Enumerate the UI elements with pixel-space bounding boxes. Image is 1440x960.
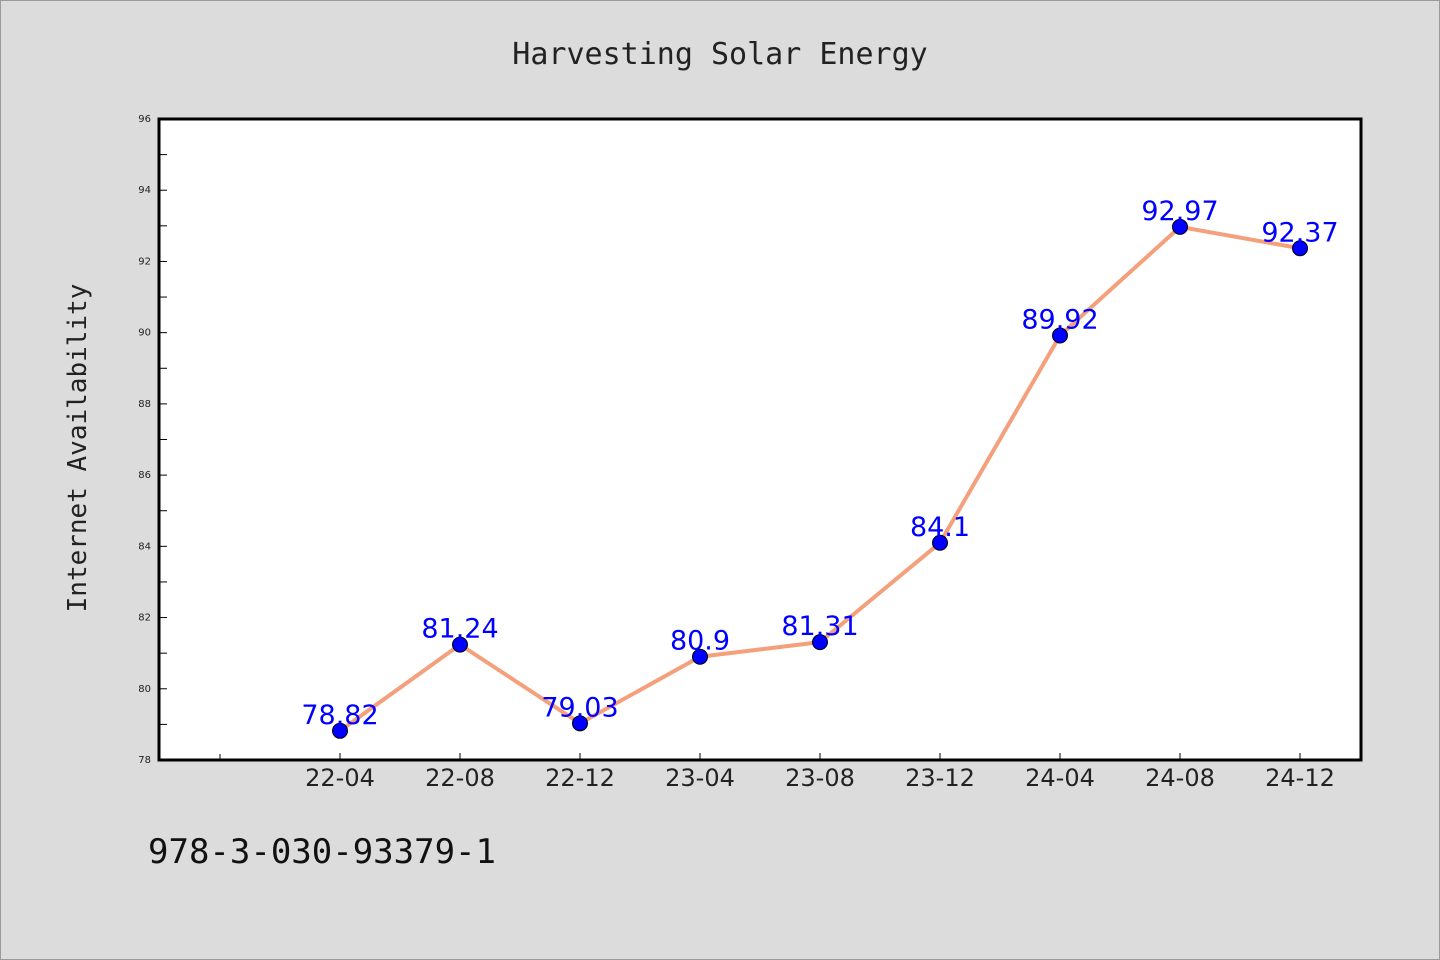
y-tick-label: 90	[138, 328, 151, 339]
data-label: 78.82	[301, 700, 378, 731]
y-tick-label: 92	[138, 256, 151, 267]
y-tick-label: 96	[138, 114, 151, 125]
y-tick-label: 94	[138, 185, 151, 196]
y-axis-label: Internet Availability	[63, 284, 93, 613]
data-point	[1052, 327, 1068, 344]
data-point	[692, 648, 708, 665]
x-tick-label: 24-12	[1265, 764, 1335, 792]
isbn-code: 978-3-030-93379-1	[148, 832, 496, 872]
y-tick-label: 86	[138, 470, 151, 481]
x-axis-ticks: 22-04 22-08 22-12 23-04 23-08 23-12 24-04 24-08…	[219, 753, 1335, 792]
x-tick-label: 22-04	[305, 764, 375, 792]
x-tick-label: 23-04	[665, 764, 735, 792]
data-point	[1292, 240, 1308, 257]
data-point	[932, 534, 948, 551]
data-label: 81.31	[781, 611, 858, 642]
plot-area	[157, 117, 1363, 762]
y-tick-label: 82	[138, 613, 151, 624]
data-point	[572, 715, 588, 732]
data-point	[812, 634, 828, 651]
data-label: 84.1	[910, 512, 970, 543]
data-label: 89.92	[1021, 305, 1098, 336]
x-tick-label: 24-08	[1145, 764, 1215, 792]
data-point	[452, 636, 468, 653]
y-axis-ticks: 78 80 82 84 86 88 90 92 94 96	[138, 114, 167, 766]
data-label: 92.97	[1141, 196, 1218, 227]
data-label: 80.9	[670, 626, 730, 657]
data-point	[1172, 218, 1188, 235]
y-tick-label: 80	[138, 684, 151, 695]
x-tick-label: 22-08	[425, 764, 495, 792]
x-tick-label: 23-08	[785, 764, 855, 792]
x-tick-label: 22-12	[545, 764, 615, 792]
data-point	[332, 722, 348, 739]
y-tick-label: 88	[138, 399, 151, 410]
x-tick-label: 24-04	[1025, 764, 1095, 792]
data-label: 92.37	[1261, 217, 1338, 248]
data-label: 81.24	[421, 614, 498, 645]
chart-title: Harvesting Solar Energy	[512, 37, 927, 72]
x-tick-label: 23-12	[905, 764, 975, 792]
data-label: 79.03	[541, 692, 618, 723]
y-tick-label: 78	[138, 755, 151, 766]
series-layer: 78.82 81.24 79.03 80.9 81.31 84.1 89.92 92.97 92…	[301, 196, 1339, 739]
y-tick-label: 84	[138, 541, 151, 552]
